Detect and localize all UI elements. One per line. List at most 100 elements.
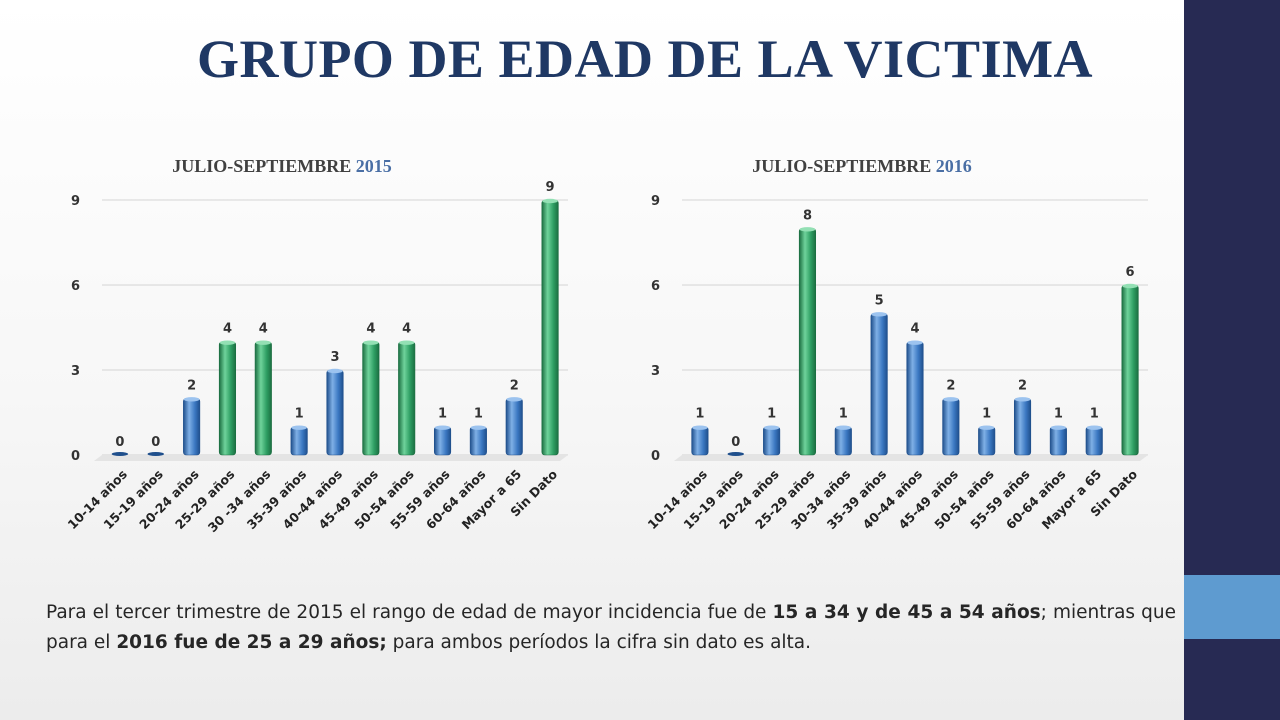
bar xyxy=(254,341,272,456)
bar-cap xyxy=(1086,425,1102,430)
bar xyxy=(978,426,996,456)
bar xyxy=(1121,284,1139,456)
bar-cap xyxy=(183,397,200,402)
chart-floor xyxy=(674,455,1148,461)
y-tick-label: 0 xyxy=(71,449,80,464)
bar-cap xyxy=(835,425,852,430)
data-label: 0 xyxy=(151,435,160,450)
bar xyxy=(870,313,888,456)
bar xyxy=(691,426,709,456)
bar xyxy=(942,398,960,456)
summary-text-1: Para el tercer trimestre de 2015 el rang… xyxy=(46,602,773,623)
bar xyxy=(290,426,308,456)
data-label: 8 xyxy=(803,208,812,223)
bar xyxy=(1085,426,1103,456)
y-tick-label: 9 xyxy=(71,194,80,209)
bar xyxy=(362,341,380,456)
data-label: 1 xyxy=(438,407,447,422)
bar-cap xyxy=(470,425,487,430)
bar-cap xyxy=(398,340,415,345)
bar-cap xyxy=(434,425,451,430)
bar xyxy=(541,199,559,456)
chart-title: JULIO-SEPTIEMBRE 2015 xyxy=(172,156,392,176)
bar-cap xyxy=(907,340,923,345)
summary-text: Para el tercer trimestre de 2015 el rang… xyxy=(46,598,1176,658)
bar-cap xyxy=(542,198,558,204)
data-label: 3 xyxy=(330,350,339,365)
slide-title: GRUPO DE EDAD DE LA VICTIMA xyxy=(196,29,1094,89)
bar xyxy=(834,426,852,456)
data-label: 4 xyxy=(259,322,268,337)
bar-cap xyxy=(219,340,236,345)
bar-cap xyxy=(799,227,816,232)
bar xyxy=(798,228,817,456)
y-tick-label: 0 xyxy=(651,449,660,464)
y-tick-label: 6 xyxy=(651,279,660,294)
bar xyxy=(1013,398,1032,456)
chart-2015: JULIO-SEPTIEMBRE 2015 0 3 6 9 0 10-14 años 0 15-… xyxy=(20,140,600,570)
y-tick-label: 3 xyxy=(71,364,80,379)
bar xyxy=(906,341,924,456)
y-tick-label: 6 xyxy=(71,279,80,294)
data-label: 2 xyxy=(510,378,519,393)
summary-bold-1: 15 a 34 y de 45 a 54 años xyxy=(772,602,1041,623)
bar xyxy=(763,426,781,456)
data-label: 1 xyxy=(982,407,991,422)
y-tick-label: 3 xyxy=(651,364,660,379)
sidebar-accent xyxy=(1184,575,1280,639)
bar xyxy=(398,341,416,456)
bar xyxy=(505,398,523,456)
data-label: 1 xyxy=(1090,407,1099,422)
bar xyxy=(727,452,745,456)
chart-title: JULIO-SEPTIEMBRE 2016 xyxy=(752,156,972,176)
data-label: 1 xyxy=(839,407,848,422)
y-tick-label: 9 xyxy=(651,194,660,209)
bar xyxy=(218,341,237,456)
bar-cap xyxy=(692,425,708,430)
summary-text-2: ; mientras que para el xyxy=(46,602,1176,653)
summary-bold-2: 2016 fue de 25 a 29 años; xyxy=(116,632,387,653)
data-label: 5 xyxy=(875,293,884,308)
data-label: 9 xyxy=(546,180,555,195)
bar xyxy=(183,398,201,456)
data-label: 1 xyxy=(1054,407,1063,422)
bar xyxy=(326,369,344,456)
bar xyxy=(111,452,129,456)
chart-2016: JULIO-SEPTIEMBRE 2016 0 3 6 9 1 10-14 años 0 15-… xyxy=(600,140,1180,570)
data-label: 0 xyxy=(115,435,124,450)
bar-cap xyxy=(871,312,887,317)
bar-cap xyxy=(255,340,272,345)
bar-cap xyxy=(763,425,780,430)
chart-floor xyxy=(94,455,568,461)
data-label: 1 xyxy=(695,407,704,422)
data-label: 4 xyxy=(223,322,232,337)
bar-cap xyxy=(363,340,379,345)
bar-cap xyxy=(943,397,959,402)
bar xyxy=(469,426,487,456)
data-label: 2 xyxy=(1018,378,1027,393)
data-label: 4 xyxy=(366,322,375,337)
bar-cap xyxy=(1014,397,1031,402)
data-label: 1 xyxy=(474,407,483,422)
data-label: 4 xyxy=(910,322,919,337)
bar-cap xyxy=(291,425,307,430)
bar-cap xyxy=(506,397,522,402)
bar-cap xyxy=(978,425,995,430)
data-label: 2 xyxy=(187,378,196,393)
data-label: 1 xyxy=(295,407,304,422)
slide-background xyxy=(0,0,1184,720)
bar xyxy=(1049,426,1067,456)
summary-text-3: para ambos períodos la cifra sin dato es… xyxy=(386,632,812,653)
bar-cap xyxy=(1122,283,1138,289)
data-label: 2 xyxy=(946,378,955,393)
data-label: 1 xyxy=(767,407,776,422)
bar xyxy=(147,452,165,456)
data-label: 0 xyxy=(731,435,740,450)
data-label: 4 xyxy=(402,322,411,337)
bar-cap xyxy=(327,368,343,374)
data-label: 6 xyxy=(1126,265,1135,280)
bar xyxy=(433,426,452,456)
bar-cap xyxy=(1050,425,1067,430)
